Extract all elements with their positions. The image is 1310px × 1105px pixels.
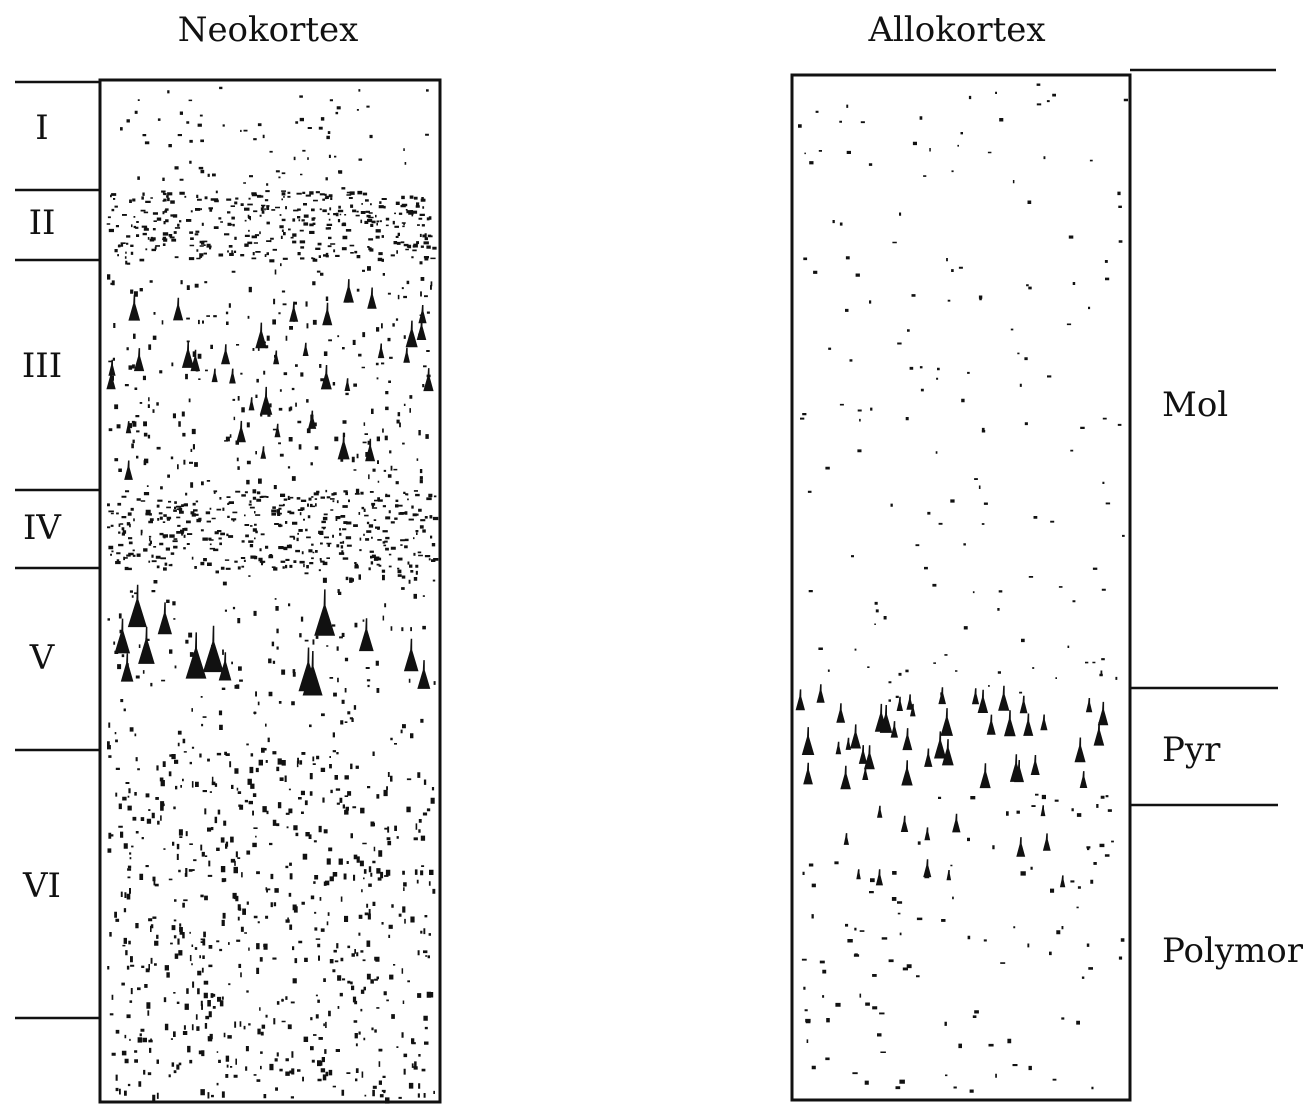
layer-label: IV [23, 508, 62, 548]
cell-dots [798, 83, 1128, 661]
layer-label: Pyr [1162, 730, 1221, 770]
title-allokortex: Allokortex [867, 10, 1045, 50]
pyramidal-cells [795, 684, 1109, 790]
layer-label: V [29, 638, 56, 678]
title-neokortex: Neokortex [178, 10, 359, 50]
neocortex-column [98, 78, 442, 1104]
cell-dots [801, 793, 1125, 1093]
cell-dots [107, 569, 436, 753]
cell-dots [120, 86, 429, 190]
layer-label: Mol [1162, 385, 1228, 425]
cell-dots [107, 750, 436, 1104]
cell-dots [107, 260, 433, 494]
cell-dots [827, 661, 1118, 702]
pyramidal-cells [843, 805, 1066, 888]
pyramidal-cells [106, 279, 434, 480]
allocortex-column [790, 73, 1132, 1102]
layer-label: Polymor [1162, 931, 1304, 971]
layer-label: II [29, 203, 56, 243]
layer-label: I [35, 108, 48, 148]
layer-label: III [22, 346, 62, 386]
cell-dots [106, 190, 437, 263]
pyramidal-cells [114, 584, 431, 696]
cell-dots [107, 490, 439, 571]
layer-label: VI [22, 866, 61, 906]
